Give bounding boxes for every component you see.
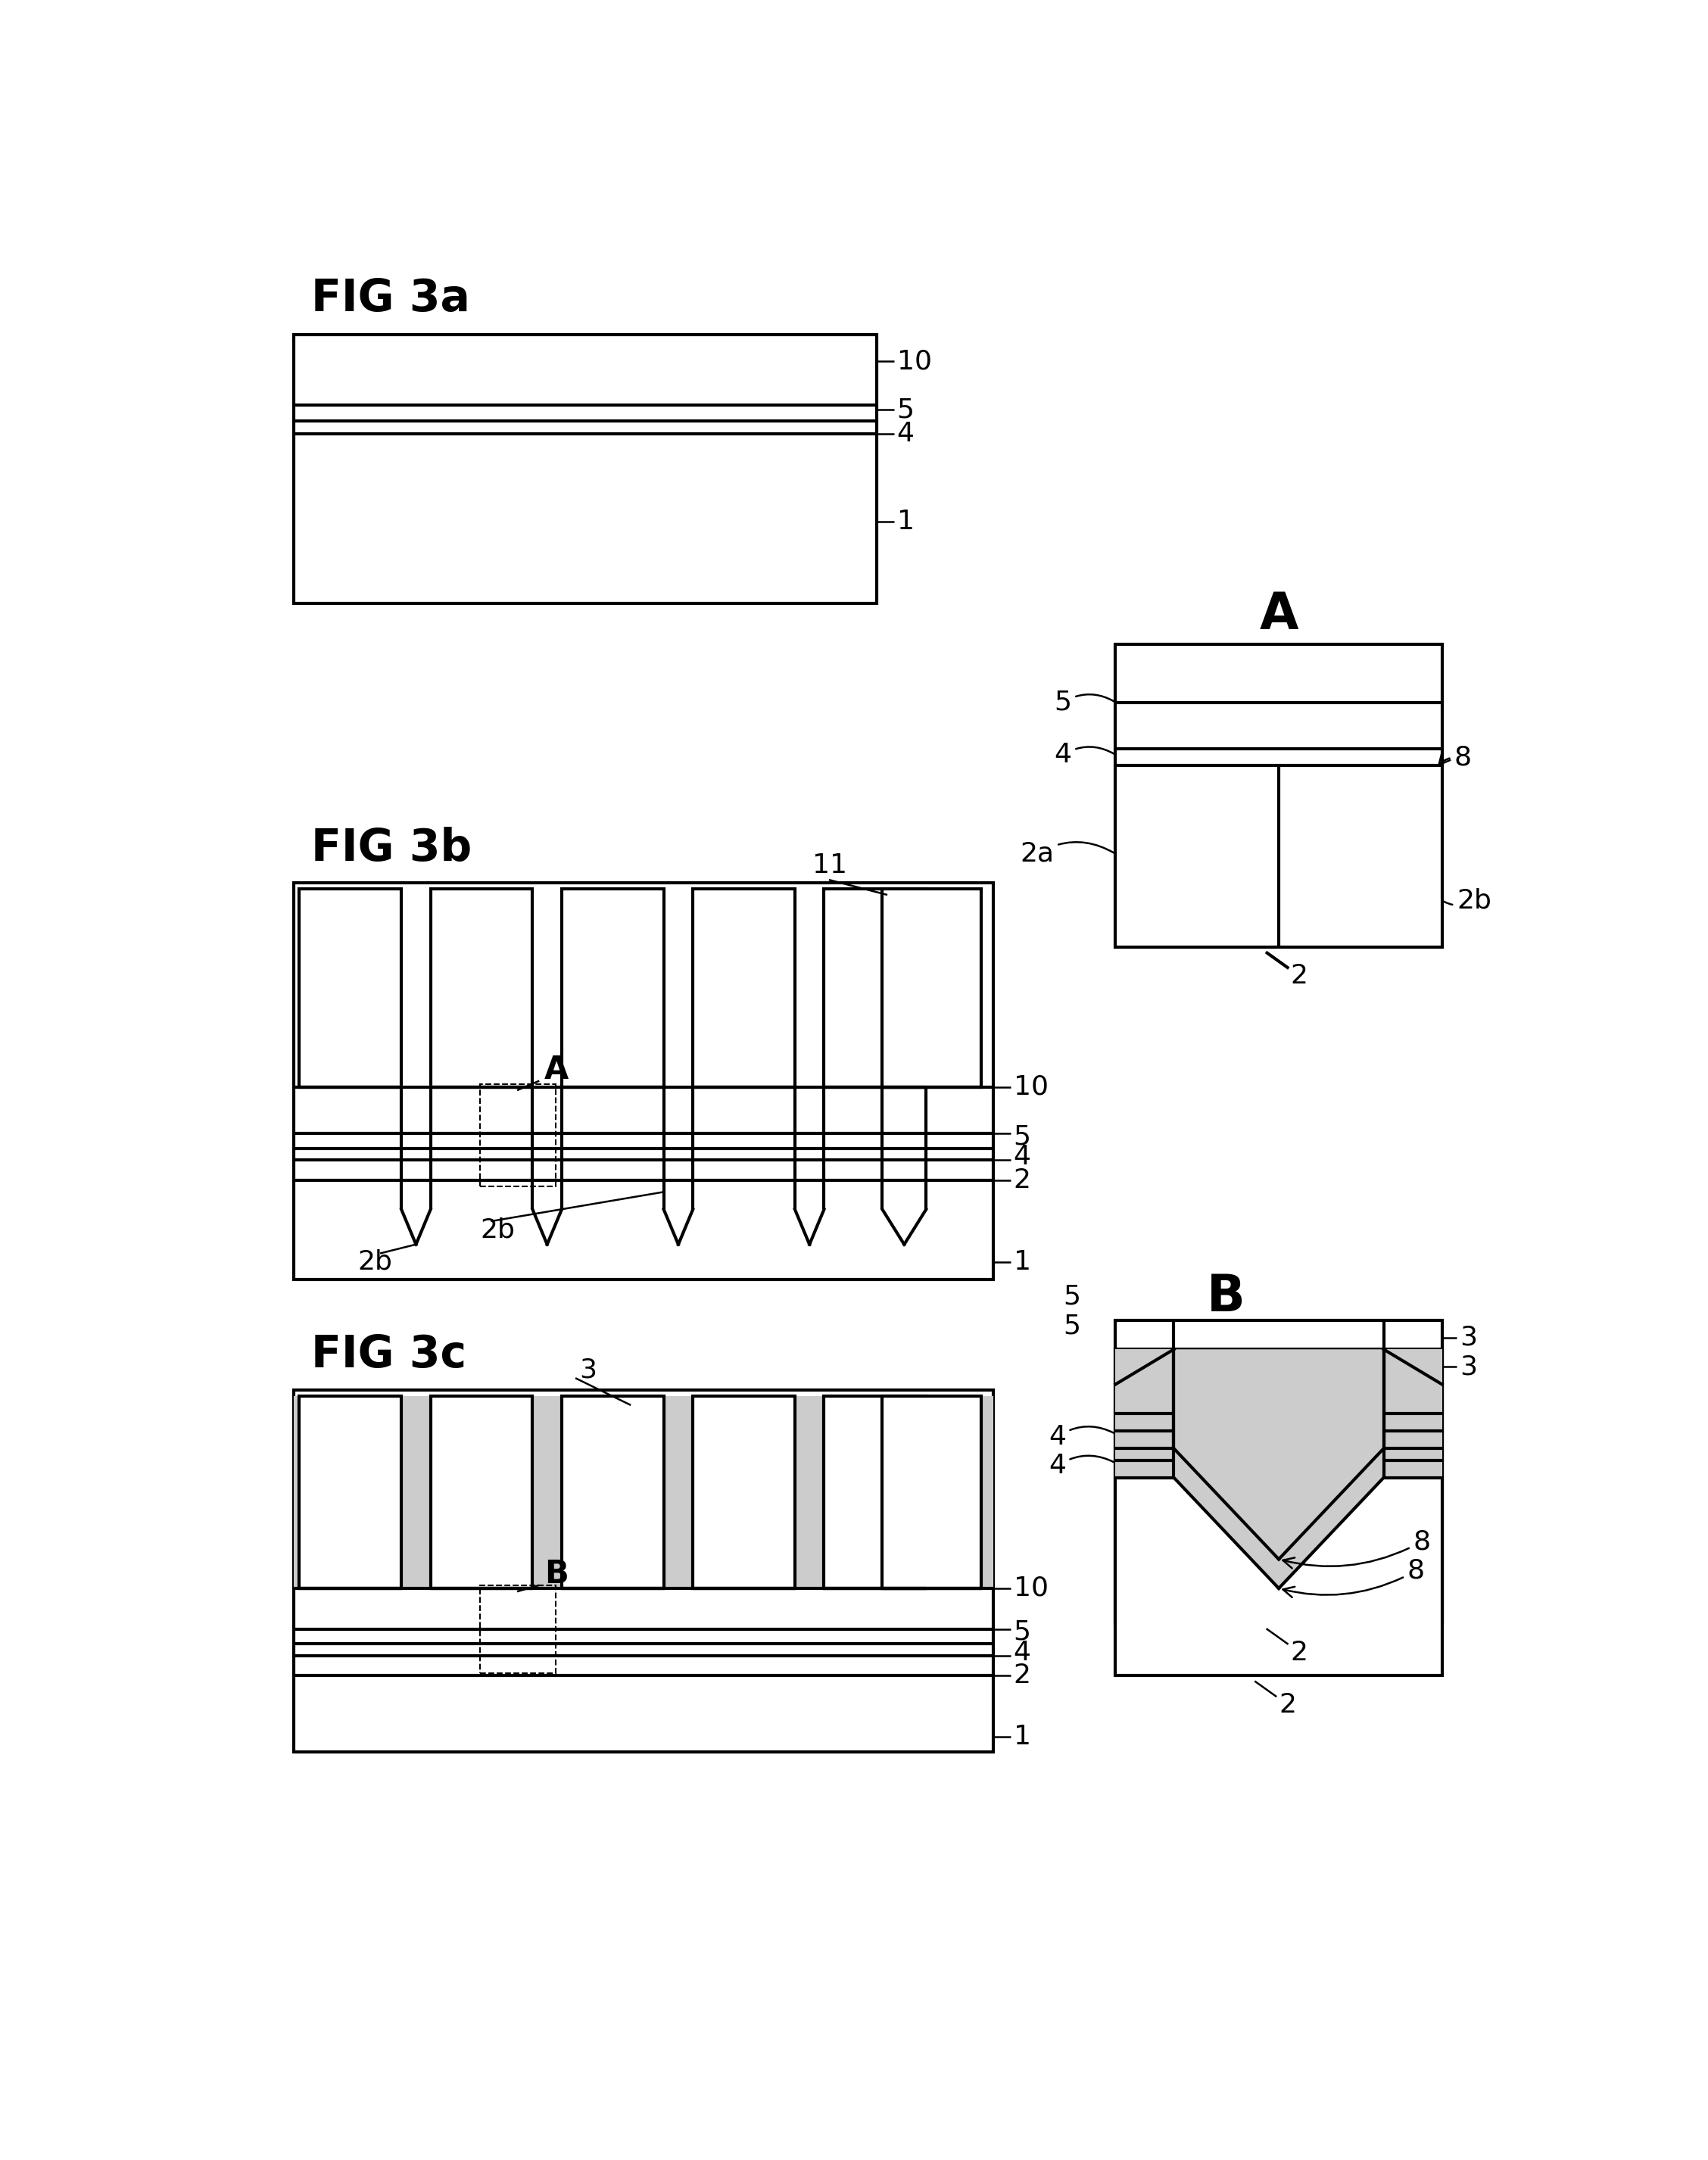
Bar [294, 1391, 992, 1752]
Text: 3: 3 [1459, 1354, 1477, 1380]
Text: B: B [1208, 1272, 1245, 1322]
Text: 8: 8 [1283, 1529, 1430, 1568]
Text: 4: 4 [1054, 741, 1114, 767]
Bar [294, 883, 992, 1279]
Text: 2a: 2a [1020, 840, 1114, 866]
Text: 5: 5 [1062, 1313, 1081, 1339]
Text: 2b: 2b [1443, 888, 1491, 914]
Text: 10: 10 [897, 348, 933, 374]
Text: 5: 5 [897, 397, 914, 423]
Text: 5: 5 [1013, 1123, 1032, 1149]
Text: 2: 2 [1013, 1166, 1032, 1192]
Text: 2b: 2b [357, 1248, 393, 1274]
Text: 2: 2 [1279, 1691, 1296, 1717]
Bar [883, 1395, 926, 1588]
Text: 3: 3 [579, 1356, 596, 1382]
Text: 11: 11 [813, 853, 847, 879]
Bar [693, 1395, 794, 1588]
Text: 1: 1 [897, 508, 914, 534]
Text: 10: 10 [1013, 1074, 1049, 1099]
Bar [823, 888, 926, 1086]
Text: A: A [1259, 590, 1298, 639]
Bar [533, 1395, 562, 1588]
Text: 4: 4 [1013, 1145, 1032, 1171]
Bar [430, 888, 533, 1086]
Bar [1115, 644, 1442, 946]
Bar [664, 1395, 693, 1588]
Bar [401, 1395, 430, 1588]
Text: FIG 3c: FIG 3c [311, 1333, 466, 1376]
Bar [480, 1585, 555, 1672]
Bar [1115, 1320, 1442, 1624]
Bar [430, 1395, 533, 1588]
Text: 10: 10 [1013, 1575, 1049, 1601]
Bar [883, 1395, 982, 1588]
Text: 4: 4 [1049, 1454, 1114, 1480]
Bar [1383, 1350, 1442, 1477]
Text: FIG 3b: FIG 3b [311, 827, 471, 870]
Text: 2: 2 [1013, 1663, 1032, 1689]
Text: A: A [545, 1054, 569, 1086]
Bar [883, 888, 982, 1086]
Text: 5: 5 [1062, 1283, 1081, 1309]
Bar [480, 1084, 555, 1186]
Text: 8: 8 [1283, 1557, 1424, 1598]
Bar [982, 1395, 992, 1588]
Text: 8: 8 [1438, 745, 1471, 771]
Text: 4: 4 [1013, 1639, 1032, 1665]
Bar [823, 1395, 926, 1588]
Text: 4: 4 [897, 421, 914, 447]
Text: 1: 1 [1013, 1248, 1032, 1274]
Bar [299, 1395, 401, 1588]
Text: 2: 2 [1291, 1639, 1308, 1665]
Bar [299, 888, 401, 1086]
Text: 2: 2 [1291, 963, 1308, 989]
Text: 5: 5 [1013, 1620, 1032, 1646]
Text: 3: 3 [1459, 1324, 1477, 1350]
Bar [294, 1395, 299, 1588]
Text: FIG 3a: FIG 3a [311, 276, 470, 320]
Text: 4: 4 [1049, 1423, 1114, 1449]
Text: 5: 5 [1054, 689, 1114, 715]
Bar [794, 1395, 823, 1588]
Bar [562, 1395, 664, 1588]
Bar [693, 888, 794, 1086]
Text: 1: 1 [1013, 1724, 1032, 1750]
Text: B: B [545, 1557, 569, 1590]
Polygon shape [1173, 1350, 1383, 1588]
Bar [1115, 1350, 1442, 1676]
Text: 2b: 2b [480, 1216, 514, 1242]
Bar [1115, 1350, 1173, 1477]
Bar [562, 888, 664, 1086]
Bar [294, 335, 876, 603]
